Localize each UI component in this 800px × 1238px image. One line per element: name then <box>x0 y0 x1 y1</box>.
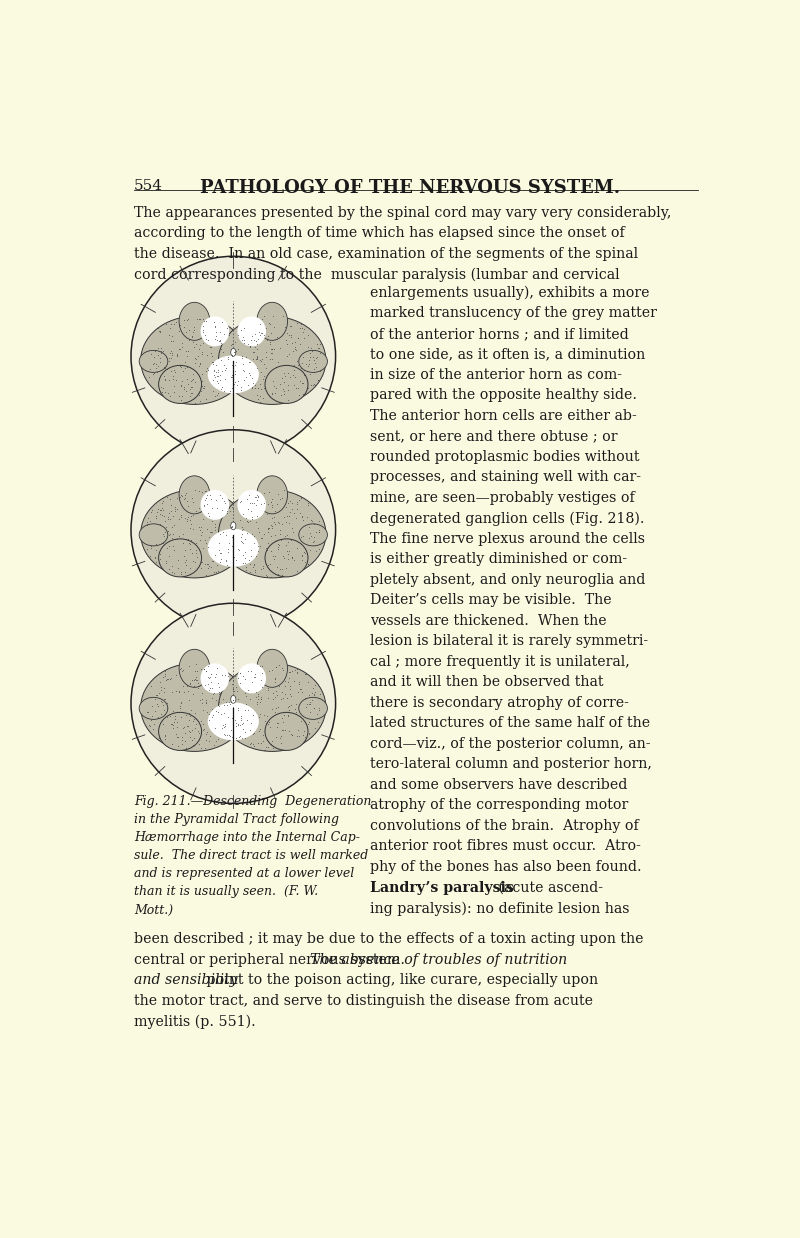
Text: The anterior horn cells are either ab-: The anterior horn cells are either ab- <box>370 409 637 423</box>
Text: mine, are seen—probably vestiges of: mine, are seen—probably vestiges of <box>370 490 634 505</box>
Text: atrophy of the corresponding motor: atrophy of the corresponding motor <box>370 799 628 812</box>
Text: 554: 554 <box>134 180 163 193</box>
Text: marked translucency of the grey matter: marked translucency of the grey matter <box>370 306 657 321</box>
Ellipse shape <box>131 256 336 457</box>
Ellipse shape <box>218 490 326 578</box>
Text: rounded protoplasmic bodies without: rounded protoplasmic bodies without <box>370 449 639 464</box>
Circle shape <box>230 348 236 357</box>
Text: The fine nerve plexus around the cells: The fine nerve plexus around the cells <box>370 532 645 546</box>
Ellipse shape <box>158 539 202 577</box>
Text: the disease.  In an old case, examination of the segments of the spinal: the disease. In an old case, examination… <box>134 246 638 261</box>
Text: pared with the opposite healthy side.: pared with the opposite healthy side. <box>370 389 637 402</box>
Text: is either greatly diminished or com-: is either greatly diminished or com- <box>370 552 627 566</box>
Circle shape <box>230 696 236 703</box>
Text: Landry’s paralysis: Landry’s paralysis <box>370 881 514 895</box>
Ellipse shape <box>218 317 326 405</box>
Text: lated structures of the same half of the: lated structures of the same half of the <box>370 717 650 730</box>
Text: pletely absent, and only neuroglia and: pletely absent, and only neuroglia and <box>370 573 645 587</box>
Text: Hæmorrhage into the Internal Cap-: Hæmorrhage into the Internal Cap- <box>134 831 360 844</box>
Ellipse shape <box>298 350 327 373</box>
Text: anterior root fibres must occur.  Atro-: anterior root fibres must occur. Atro- <box>370 839 641 853</box>
Text: ing paralysis): no definite lesion has: ing paralysis): no definite lesion has <box>370 901 630 916</box>
Ellipse shape <box>238 664 266 693</box>
Ellipse shape <box>131 430 336 630</box>
Text: in size of the anterior horn as com-: in size of the anterior horn as com- <box>370 368 622 381</box>
Text: Deiter’s cells may be visible.  The: Deiter’s cells may be visible. The <box>370 593 611 608</box>
Ellipse shape <box>131 603 336 803</box>
Text: cal ; more frequently it is unilateral,: cal ; more frequently it is unilateral, <box>370 655 630 669</box>
Text: and it will then be observed that: and it will then be observed that <box>370 675 603 690</box>
Text: than it is usually seen.  (F. W.: than it is usually seen. (F. W. <box>134 885 318 899</box>
Text: lesion is bilateral it is rarely symmetri-: lesion is bilateral it is rarely symmetr… <box>370 634 648 649</box>
Text: processes, and staining well with car-: processes, and staining well with car- <box>370 470 641 484</box>
Ellipse shape <box>208 529 259 567</box>
Ellipse shape <box>298 524 327 546</box>
Ellipse shape <box>238 490 266 520</box>
Text: phy of the bones has also been found.: phy of the bones has also been found. <box>370 859 642 874</box>
Ellipse shape <box>218 664 326 751</box>
Text: sent, or here and there obtuse ; or: sent, or here and there obtuse ; or <box>370 430 618 443</box>
Ellipse shape <box>158 365 202 404</box>
Ellipse shape <box>139 524 168 546</box>
Ellipse shape <box>179 475 210 514</box>
Text: The appearances presented by the spinal cord may vary very considerably,: The appearances presented by the spinal … <box>134 206 671 220</box>
Text: tero-lateral column and posterior horn,: tero-lateral column and posterior horn, <box>370 758 651 771</box>
Text: degenerated ganglion cells (Fig. 218).: degenerated ganglion cells (Fig. 218). <box>370 511 644 526</box>
Ellipse shape <box>139 697 168 719</box>
Text: been described ; it may be due to the effects of a toxin acting upon the: been described ; it may be due to the ef… <box>134 932 643 946</box>
Text: convolutions of the brain.  Atrophy of: convolutions of the brain. Atrophy of <box>370 818 638 833</box>
Text: cord corresponding to the  muscular paralysis (lumbar and cervical: cord corresponding to the muscular paral… <box>134 267 620 281</box>
Text: the motor tract, and serve to distinguish the disease from acute: the motor tract, and serve to distinguis… <box>134 994 593 1008</box>
Text: central or peripheral nervous system.: central or peripheral nervous system. <box>134 952 414 967</box>
Ellipse shape <box>238 317 266 347</box>
Text: point to the poison acting, like curare, especially upon: point to the poison acting, like curare,… <box>202 973 598 987</box>
Text: to one side, as it often is, a diminution: to one side, as it often is, a diminutio… <box>370 348 645 361</box>
Ellipse shape <box>139 350 168 373</box>
Text: in the Pyramidal Tract following: in the Pyramidal Tract following <box>134 813 339 826</box>
Text: there is secondary atrophy of corre-: there is secondary atrophy of corre- <box>370 696 629 709</box>
Text: vessels are thickened.  When the: vessels are thickened. When the <box>370 614 606 628</box>
Ellipse shape <box>201 317 230 347</box>
Text: of the anterior horns ; and if limited: of the anterior horns ; and if limited <box>370 327 629 340</box>
Text: and some observers have described: and some observers have described <box>370 777 627 792</box>
Text: Mott.): Mott.) <box>134 904 174 916</box>
Text: and sensibility: and sensibility <box>134 973 238 987</box>
Ellipse shape <box>257 302 287 340</box>
Ellipse shape <box>265 365 308 404</box>
Text: PATHOLOGY OF THE NERVOUS SYSTEM.: PATHOLOGY OF THE NERVOUS SYSTEM. <box>200 180 620 197</box>
Ellipse shape <box>179 649 210 687</box>
Ellipse shape <box>298 697 327 719</box>
Ellipse shape <box>158 712 202 750</box>
Text: The absence of troubles of nutrition: The absence of troubles of nutrition <box>310 952 567 967</box>
Ellipse shape <box>179 302 210 340</box>
Text: myelitis (p. 551).: myelitis (p. 551). <box>134 1014 256 1029</box>
Ellipse shape <box>141 664 248 751</box>
Text: and is represented at a lower level: and is represented at a lower level <box>134 868 354 880</box>
Ellipse shape <box>208 355 259 394</box>
Ellipse shape <box>201 664 230 693</box>
Text: Fig. 211.—Descending  Degeneration: Fig. 211.—Descending Degeneration <box>134 795 371 808</box>
Text: enlargements usually), exhibits a more: enlargements usually), exhibits a more <box>370 286 650 301</box>
Ellipse shape <box>265 712 308 750</box>
Ellipse shape <box>201 490 230 520</box>
Ellipse shape <box>141 490 248 578</box>
Ellipse shape <box>208 702 259 740</box>
Circle shape <box>230 522 236 530</box>
Ellipse shape <box>257 649 287 687</box>
Text: (acute ascend-: (acute ascend- <box>494 881 603 895</box>
Text: cord—viz., of the posterior column, an-: cord—viz., of the posterior column, an- <box>370 737 650 750</box>
Ellipse shape <box>141 317 248 405</box>
Text: sule.  The direct tract is well marked: sule. The direct tract is well marked <box>134 849 368 862</box>
Ellipse shape <box>265 539 308 577</box>
Text: according to the length of time which has elapsed since the onset of: according to the length of time which ha… <box>134 227 625 240</box>
Ellipse shape <box>257 475 287 514</box>
